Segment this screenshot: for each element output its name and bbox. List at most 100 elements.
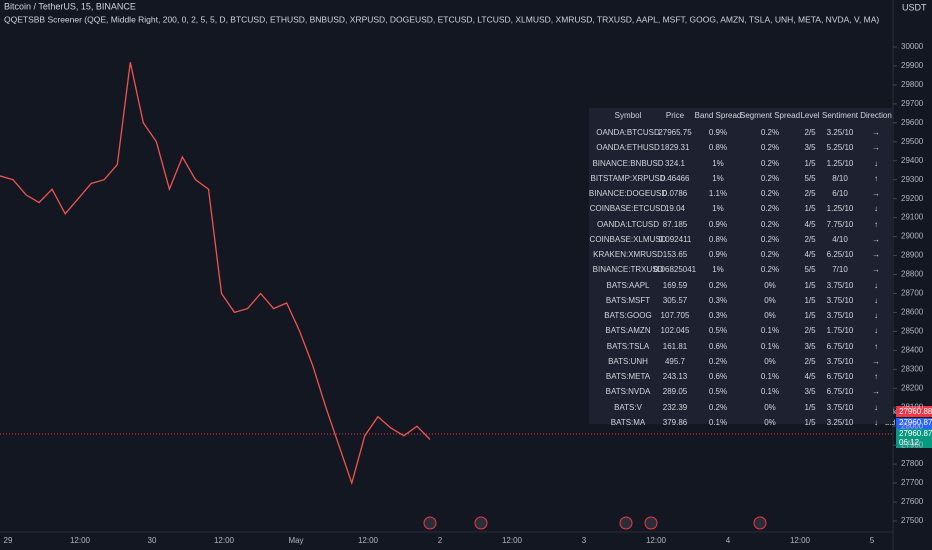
table-cell: 0.2% [760, 265, 780, 275]
table-cell: ↓ [874, 295, 878, 305]
table-cell: 153.65 [662, 250, 688, 259]
table-cell: 0.2% [760, 158, 780, 168]
table-cell: 6.75/10 [826, 387, 854, 397]
table-cell: 0.9% [708, 128, 728, 137]
table-cell: 3.75/10 [826, 295, 854, 305]
table-cell: OANDA:BTCUSD [596, 128, 660, 137]
table-cell: 289.05 [662, 387, 688, 397]
y-tick-label: 30000 [901, 42, 924, 51]
table-cell: 4/5 [804, 250, 816, 259]
table-cell: 6/10 [832, 189, 848, 198]
y-tick-label: 29000 [901, 232, 924, 241]
table-cell: 3/5 [804, 387, 816, 397]
table-cell: KRAKEN:XMRUSD [593, 250, 663, 259]
table-cell: BINANCE:DOGEUSD [588, 189, 668, 198]
table-cell: 232.39 [662, 402, 688, 412]
table-cell: 3/5 [804, 143, 816, 153]
event-icon[interactable] [423, 516, 437, 530]
table-cell: ↓ [874, 158, 878, 168]
table-cell: ↓ [874, 280, 878, 290]
table-cell: ↑ [874, 219, 878, 229]
table-cell: 0.2% [760, 173, 780, 183]
table-cell: 3.75/10 [826, 311, 854, 320]
price-series [0, 62, 431, 486]
event-icon[interactable] [644, 516, 658, 530]
y-tick-label: 27500 [901, 516, 924, 525]
axis-unit: USDT [902, 2, 927, 12]
table-cell: 1/5 [804, 402, 816, 412]
table-cell: 0.9% [708, 219, 728, 229]
events[interactable] [423, 516, 767, 530]
column-header: Symbol [614, 111, 642, 120]
x-tick-label: 5 [870, 536, 875, 545]
table-cell: 0.3% [708, 295, 728, 305]
table-cell: 0.2% [760, 128, 780, 137]
table-cell: 1/5 [804, 280, 816, 290]
y-tick-label: 28200 [901, 383, 924, 392]
table-cell: 324.1 [664, 158, 686, 168]
table-cell: 0.8% [708, 234, 728, 244]
x-tick-label: 12:00 [214, 536, 235, 545]
table-cell: 0.2% [760, 234, 780, 244]
event-icon[interactable] [474, 516, 488, 530]
table-cell: 5/5 [804, 173, 816, 183]
table-cell: 7/10 [832, 265, 848, 275]
y-tick-label: 28700 [901, 289, 924, 298]
last-price: 27960.87 [899, 429, 932, 438]
table-cell: → [872, 265, 880, 275]
table-cell: 0.1% [760, 341, 780, 351]
table-cell: 0% [764, 311, 776, 320]
chart-title: Bitcoin / TetherUS, 15, BINANCE [4, 1, 136, 11]
table-cell: 305.57 [662, 295, 688, 305]
table-cell: ↓ [874, 204, 878, 214]
event-icon[interactable] [619, 516, 633, 530]
table-cell: 3.25/10 [826, 417, 854, 427]
y-tick-label: 29600 [901, 118, 924, 127]
table-cell: BATS:NVDA [605, 387, 651, 397]
y-tick-label: 29700 [901, 99, 924, 108]
table-cell: 2/5 [804, 234, 816, 244]
table-cell: → [872, 250, 880, 259]
y-tick-label: 27800 [901, 459, 924, 468]
table-cell: 0.1% [760, 372, 780, 381]
x-tick-label: 12:00 [358, 536, 379, 545]
column-header: Level [800, 111, 820, 120]
table-cell: BATS:TSLA [606, 341, 650, 351]
column-header: Direction [860, 111, 892, 120]
event-icon[interactable] [753, 516, 767, 530]
table-cell: ↑ [874, 372, 878, 381]
table-cell: ↓ [874, 311, 878, 320]
x-tick-label: 12:00 [502, 536, 523, 545]
table-cell: 3.75/10 [826, 402, 854, 412]
table-cell: 0% [764, 417, 776, 427]
x-tick-label: 12:00 [646, 536, 667, 545]
ask-box [896, 406, 932, 417]
table-cell: 0.06825041 [653, 265, 697, 275]
indicator-title: QQETSBB Screener (QQE, Middle Right, 200… [4, 14, 879, 24]
y-tick-label: 28100 [901, 402, 924, 411]
x-tick-label: 3 [582, 536, 587, 545]
table-cell: 87.185 [662, 219, 688, 229]
y-tick-label: 29400 [901, 156, 924, 165]
table-cell: 6.75/10 [826, 341, 854, 351]
y-tick-label: 29500 [901, 137, 924, 146]
table-cell: 5/5 [804, 265, 816, 275]
table-cell: 8/10 [832, 173, 848, 183]
table-cell: BITSTAMP:XRPUSD [590, 173, 666, 183]
table-cell: → [872, 234, 880, 244]
table-cell: BATS:META [605, 372, 651, 381]
table-cell: 0.2% [760, 219, 780, 229]
table-cell: 169.59 [662, 280, 688, 290]
x-tick-label: 29 [4, 536, 13, 545]
bid-price: 27960.87 [899, 418, 932, 427]
y-tick-label: 29300 [901, 175, 924, 184]
table-cell: → [872, 356, 880, 366]
table-cell: 1/5 [804, 311, 816, 320]
table-cell: 1/5 [804, 295, 816, 305]
table-cell: 1% [712, 265, 724, 275]
ask-price: 27960.88 [899, 407, 932, 416]
table-cell: 3.25/10 [826, 128, 854, 137]
table-cell: 0.1% [760, 326, 780, 336]
y-tick-label: 28300 [901, 364, 924, 373]
